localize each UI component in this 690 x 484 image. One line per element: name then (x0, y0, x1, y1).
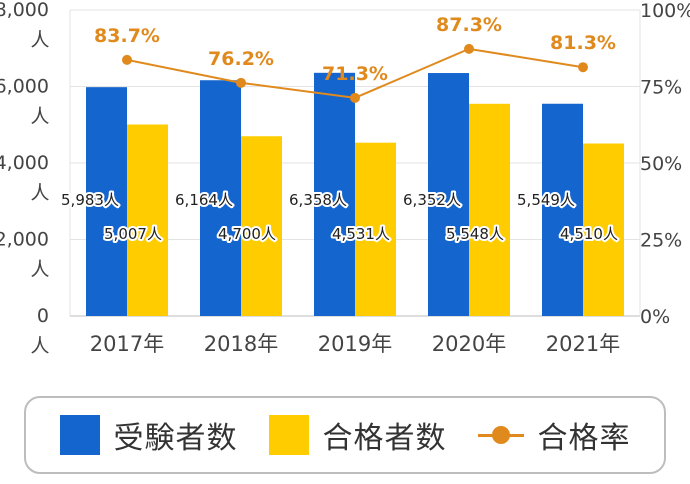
left-tick-unit: 人 (30, 182, 49, 204)
legend-swatch-examinees (59, 415, 100, 455)
legend-swatch-pass-rate (477, 415, 524, 455)
bar-passers (241, 136, 282, 316)
bar-passers (583, 143, 624, 316)
chart-legend: 受験者数 合格者数 合格率 (24, 396, 666, 474)
right-tick-label: 50% (640, 153, 682, 175)
right-tick-label: 100% (640, 0, 690, 22)
bar-examinees (428, 73, 469, 316)
bar-examinees (200, 80, 241, 317)
pass-rate-point (236, 77, 246, 88)
left-tick-label: 0 (37, 305, 49, 327)
pass-rate-point (122, 54, 132, 65)
bar-examinees (86, 87, 127, 316)
data-label-examinees: 6,352人 (403, 191, 461, 209)
x-tick-label: 2021年 (546, 332, 620, 356)
pass-rate-label: 76.2% (208, 48, 274, 70)
data-label-passers: 5,548人 (446, 225, 504, 243)
legend-item-pass-rate: 合格率 (477, 413, 631, 457)
pass-rate-point (578, 62, 588, 73)
data-label-passers: 5,007人 (104, 225, 162, 243)
data-label-passers: 4,700人 (218, 225, 276, 243)
right-tick-label: 0% (640, 306, 670, 328)
bar-passers (469, 103, 510, 316)
bar-passers (127, 124, 168, 317)
left-tick-unit: 人 (30, 106, 49, 128)
bar-passers (355, 142, 396, 316)
left-tick-unit: 人 (30, 335, 49, 357)
x-tick-label: 2017年 (90, 332, 164, 356)
bar-examinees (542, 103, 583, 316)
data-label-examinees: 5,983人 (61, 191, 119, 209)
data-label-examinees: 6,358人 (289, 191, 347, 209)
legend-label-examinees: 受験者数 (113, 421, 238, 456)
left-tick-label: 6,000 (0, 76, 49, 98)
left-tick-label: 4,000 (0, 152, 49, 174)
pass-rate-label: 81.3% (550, 32, 616, 54)
right-tick-label: 75% (640, 77, 682, 99)
data-label-examinees: 6,164人 (175, 191, 233, 209)
left-tick-label: 8,000 (0, 0, 49, 21)
pass-rate-label: 71.3% (322, 63, 388, 85)
combo-chart: 0 人 2,000 人 4,000 人 6,000 人 8,000 人 0% 25% 50% 75% 100… (0, 0, 690, 357)
left-tick-unit: 人 (30, 259, 49, 281)
data-label-examinees: 5,549人 (517, 191, 575, 209)
legend-label-passers: 合格者数 (322, 421, 447, 456)
pass-rate-point (464, 43, 474, 54)
right-tick-label: 25% (640, 230, 682, 252)
x-tick-label: 2018年 (204, 332, 278, 356)
left-tick-unit: 人 (30, 29, 49, 51)
x-tick-label: 2019年 (318, 332, 392, 356)
legend-swatch-passers (268, 415, 309, 455)
legend-item-examinees: 受験者数 (59, 413, 238, 457)
pass-rate-label: 87.3% (436, 14, 502, 36)
pass-rate-label: 83.7% (94, 25, 160, 47)
x-tick-label: 2020年 (432, 332, 506, 356)
bar-examinees (314, 72, 355, 316)
legend-item-passers: 合格者数 (268, 413, 447, 457)
left-tick-label: 2,000 (0, 229, 49, 251)
pass-rate-point (350, 92, 360, 103)
data-label-passers: 4,531人 (332, 225, 390, 243)
legend-label-pass-rate: 合格率 (537, 421, 631, 456)
data-label-passers: 4,510人 (560, 225, 618, 243)
